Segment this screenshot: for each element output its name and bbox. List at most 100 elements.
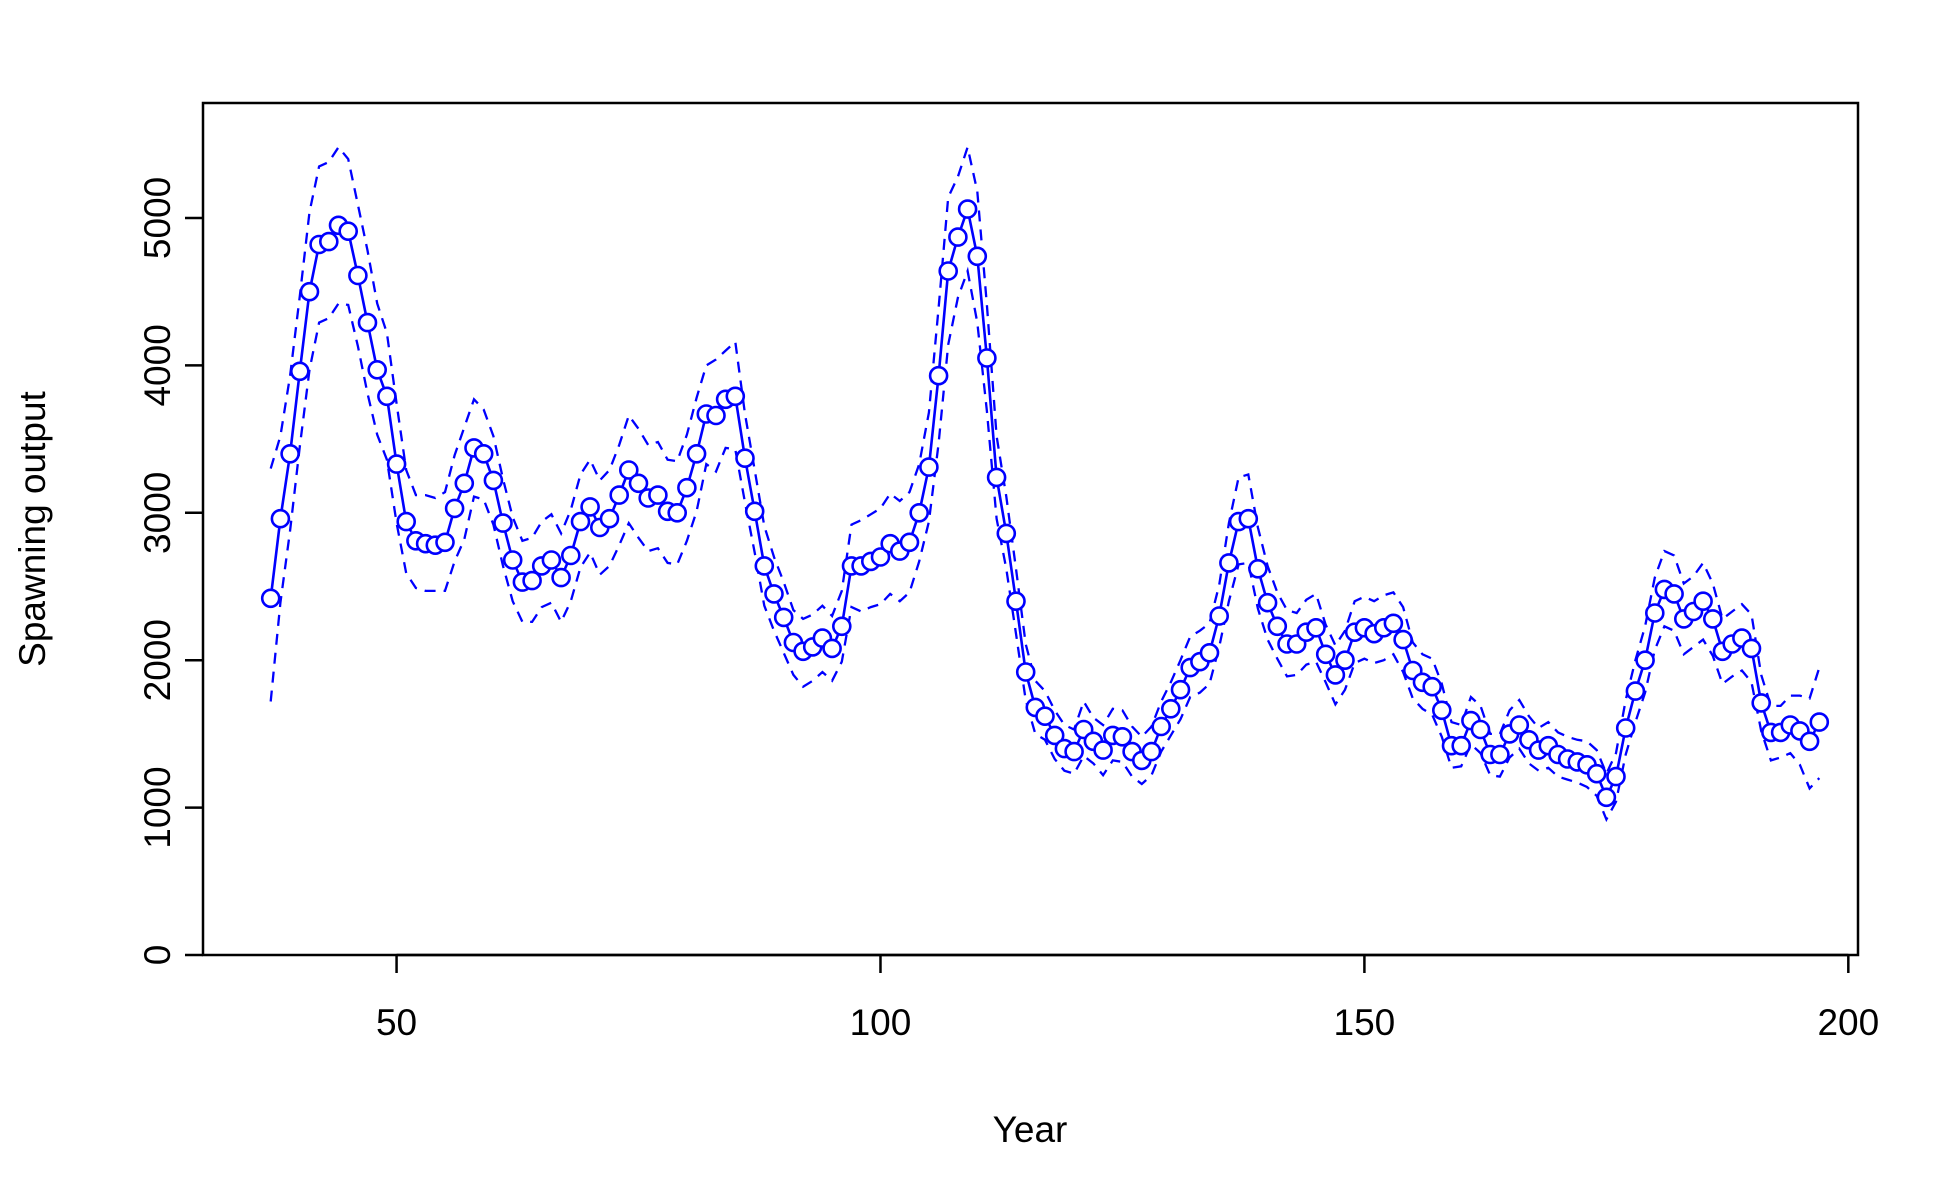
data-point — [986, 467, 1007, 488]
data-point — [1432, 700, 1452, 721]
plot-frame — [201, 101, 1860, 957]
data-point — [1635, 650, 1655, 671]
data-point — [1035, 706, 1055, 727]
data-point — [1151, 716, 1171, 737]
data-point — [618, 460, 639, 480]
y-axis-label: Spawning output — [12, 390, 53, 666]
data-point — [919, 457, 939, 477]
data-point — [948, 227, 968, 247]
data-point — [289, 361, 310, 382]
data-point — [977, 348, 997, 368]
data-point — [609, 485, 630, 505]
data-point — [1741, 638, 1762, 659]
data-point — [493, 513, 513, 533]
x-tick-label: 100 — [850, 1002, 912, 1043]
data-point — [1664, 584, 1684, 604]
data-point — [1393, 629, 1413, 650]
data-point — [1257, 592, 1278, 613]
data-point — [435, 532, 455, 553]
data-point — [348, 265, 368, 286]
data-point — [1451, 735, 1471, 756]
data-point — [1238, 508, 1259, 529]
data-point — [1209, 606, 1229, 626]
data-point — [377, 386, 397, 407]
data-point — [1606, 766, 1626, 787]
data-point — [677, 477, 697, 498]
data-point — [754, 556, 775, 576]
x-tick-label: 50 — [376, 1002, 417, 1043]
data-point — [541, 550, 562, 570]
data-point — [551, 567, 571, 588]
data-point — [899, 532, 920, 553]
data-point — [1422, 676, 1442, 697]
data-point — [1064, 741, 1084, 762]
upper-interval-path — [269, 142, 1821, 777]
data-point — [1267, 616, 1288, 637]
data-point — [367, 359, 388, 380]
data-point — [996, 523, 1017, 544]
data-point — [280, 443, 300, 464]
data-point — [1703, 609, 1723, 629]
data-point — [1093, 740, 1113, 760]
data-point — [938, 261, 959, 281]
data-point — [667, 502, 688, 523]
data-point — [1161, 698, 1181, 719]
data-point — [1586, 763, 1607, 784]
data-point — [522, 570, 542, 591]
data-point — [560, 545, 581, 566]
data-point — [831, 616, 852, 637]
data-point — [1170, 679, 1191, 700]
y-tick-label: 0 — [137, 945, 178, 966]
lower-interval-path — [269, 266, 1821, 823]
y-tick-label: 2000 — [137, 619, 178, 701]
data-point — [396, 511, 417, 532]
x-axis-label: Year — [993, 1109, 1068, 1150]
data-point — [967, 246, 988, 267]
data-point — [686, 443, 707, 464]
data-point — [1015, 662, 1036, 682]
data-point — [1625, 681, 1646, 701]
data-point — [454, 473, 475, 494]
data-point — [764, 584, 784, 604]
data-point — [909, 502, 930, 523]
data-point — [744, 501, 765, 522]
data-point — [260, 588, 281, 609]
data-point — [1470, 719, 1491, 740]
y-axis: 0 1000 2000 3000 4000 5000 — [137, 177, 203, 965]
data-point — [1335, 650, 1355, 671]
data-point — [822, 638, 842, 659]
data-point — [1199, 642, 1220, 663]
data-point — [473, 443, 494, 464]
data-point — [570, 511, 591, 532]
data-point — [706, 405, 726, 426]
lower-interval-line — [269, 266, 1821, 823]
data-point — [1006, 591, 1026, 612]
data-point — [1490, 744, 1510, 765]
y-tick-label: 3000 — [137, 472, 178, 554]
data-point — [1306, 617, 1326, 638]
data-point — [1325, 665, 1346, 685]
data-point — [357, 312, 378, 333]
data-point — [444, 498, 465, 519]
data-point — [735, 448, 755, 469]
data-point — [1248, 558, 1268, 579]
data-point — [957, 199, 978, 219]
data-point — [580, 497, 600, 517]
data-point — [1509, 715, 1530, 735]
data-point — [928, 365, 949, 386]
y-tick-label: 4000 — [137, 324, 178, 406]
data-point — [1799, 731, 1820, 752]
data-point — [1044, 725, 1065, 746]
data-point — [1315, 644, 1336, 665]
y-tick-label: 1000 — [137, 766, 178, 848]
data-point — [1693, 591, 1713, 612]
upper-interval-line — [269, 142, 1821, 777]
data-point — [1219, 553, 1239, 573]
y-tick-label: 5000 — [137, 177, 178, 259]
data-point — [386, 454, 407, 474]
data-point — [502, 550, 523, 570]
x-axis: 50 100 150 200 — [376, 953, 1879, 1043]
data-point — [1751, 693, 1771, 713]
data-point — [1112, 726, 1133, 747]
